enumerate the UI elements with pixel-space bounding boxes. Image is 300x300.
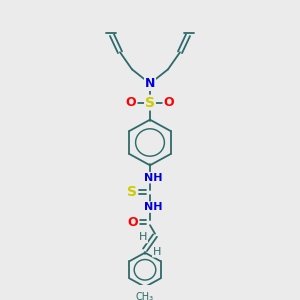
Text: NH: NH — [144, 172, 162, 183]
Text: S: S — [145, 96, 155, 110]
Text: NH: NH — [144, 202, 162, 212]
Text: N: N — [145, 77, 155, 90]
Text: S: S — [127, 185, 137, 199]
Text: CH₃: CH₃ — [136, 292, 154, 300]
Text: H: H — [153, 247, 161, 257]
Text: O: O — [164, 96, 174, 109]
Text: H: H — [139, 232, 147, 242]
Text: O: O — [126, 96, 136, 109]
Text: O: O — [128, 216, 138, 229]
